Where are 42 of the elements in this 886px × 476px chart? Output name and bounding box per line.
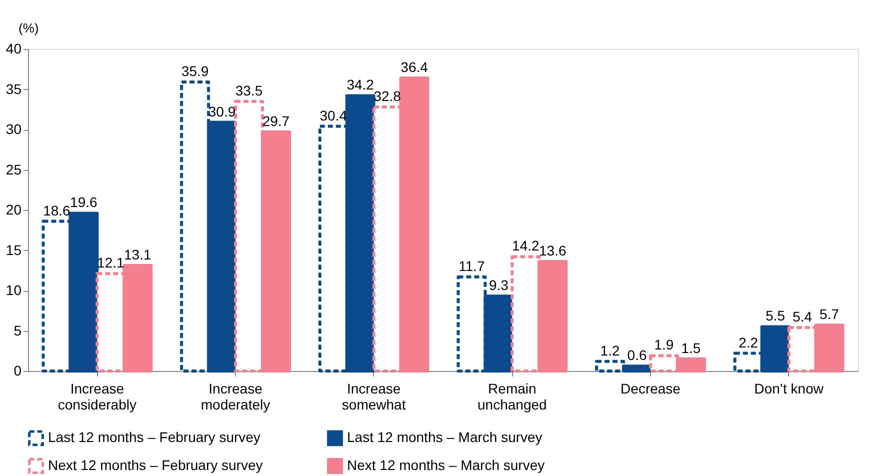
data-label: 1.5: [681, 340, 701, 356]
y-tick-label: 30: [6, 121, 22, 137]
data-label: 2.2: [738, 334, 758, 350]
y-tick-label: 5: [14, 322, 22, 338]
legend-label: Next 12 months – February survey: [48, 457, 263, 473]
data-label: 14.2: [512, 238, 540, 254]
y-tick-label: 10: [6, 282, 22, 298]
data-label: 13.1: [124, 246, 152, 263]
data-label: 9.3: [488, 277, 509, 294]
data-label: 5.7: [820, 306, 840, 322]
x-tick-label: Increase somewhat: [342, 380, 406, 412]
y-axis-title: (%): [18, 20, 39, 36]
data-label: 5.5: [766, 308, 786, 324]
data-label: 5.4: [792, 308, 812, 325]
x-tick-label: Increase moderately: [200, 380, 270, 412]
data-label: 29.7: [262, 112, 290, 129]
y-tick-label: 35: [6, 80, 22, 97]
y-tick-label: 0: [14, 362, 22, 378]
y-tick-label: 40: [6, 40, 22, 56]
data-label: 19.6: [70, 194, 98, 210]
legend-label: Last 12 months – March survey: [347, 429, 542, 446]
data-label: 36.4: [400, 58, 428, 75]
data-label: 33.5: [235, 82, 263, 98]
x-tick-label: Decrease: [620, 380, 681, 396]
data-label: 11.7: [458, 258, 486, 274]
x-tick-label: Don’t know: [754, 380, 824, 396]
y-tick-label: 15: [6, 242, 22, 258]
data-label: 18.6: [43, 202, 71, 218]
legend-label: Next 12 months – March survey: [347, 457, 545, 473]
data-label: 0.6: [627, 347, 647, 364]
data-label: 1.2: [600, 342, 620, 358]
data-label: 13.6: [539, 242, 566, 259]
y-tick-label: 20: [6, 202, 22, 218]
data-label: 32.8: [374, 88, 402, 104]
y-tick-label: 25: [6, 161, 22, 178]
x-tick-label: Remain unchanged: [478, 380, 547, 412]
x-tick-label: Increase considerably: [58, 380, 136, 412]
data-label: 1.9: [654, 336, 674, 353]
data-label: 30.9: [208, 103, 236, 120]
data-label: 35.9: [181, 63, 209, 80]
legend-label: Last 12 months – February survey: [48, 429, 260, 446]
data-label: 34.2: [346, 76, 374, 93]
